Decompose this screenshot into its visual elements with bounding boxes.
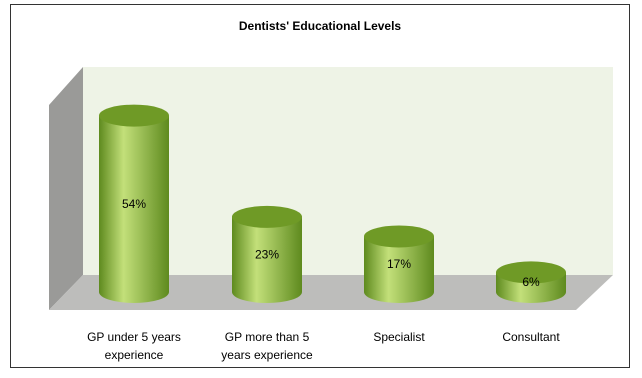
back-wall <box>83 67 613 275</box>
bar-4 <box>496 261 566 303</box>
floor <box>49 275 613 310</box>
bar-2 <box>232 205 302 303</box>
bar-body <box>232 216 302 303</box>
chart-title: Dentists' Educational Levels <box>238 19 402 33</box>
category-label: GP under 5 years <box>87 330 181 344</box>
bar-1 <box>99 104 169 303</box>
category-label: Specialist <box>373 330 425 344</box>
category-label: experience <box>105 348 164 362</box>
bar-body <box>99 115 169 303</box>
plot-area: 54% GP under 5 years experience 23% GP more … <box>49 67 613 362</box>
side-wall <box>49 67 83 310</box>
category-label: Consultant <box>502 330 560 344</box>
category-label: GP more than 5 <box>225 330 310 344</box>
value-label: 6% <box>522 275 540 289</box>
bar-top <box>364 225 434 248</box>
value-label: 23% <box>255 247 279 261</box>
bar-top <box>232 205 302 228</box>
chart-frame: Dentists' Educational Levels 54% GP under… <box>10 4 630 368</box>
value-label: 17% <box>387 257 411 271</box>
bar-body <box>364 236 434 303</box>
bar-3 <box>364 225 434 303</box>
category-label: years experience <box>221 348 313 362</box>
bar-top <box>99 104 169 127</box>
bar-top <box>496 261 566 284</box>
value-label: 54% <box>122 197 146 211</box>
